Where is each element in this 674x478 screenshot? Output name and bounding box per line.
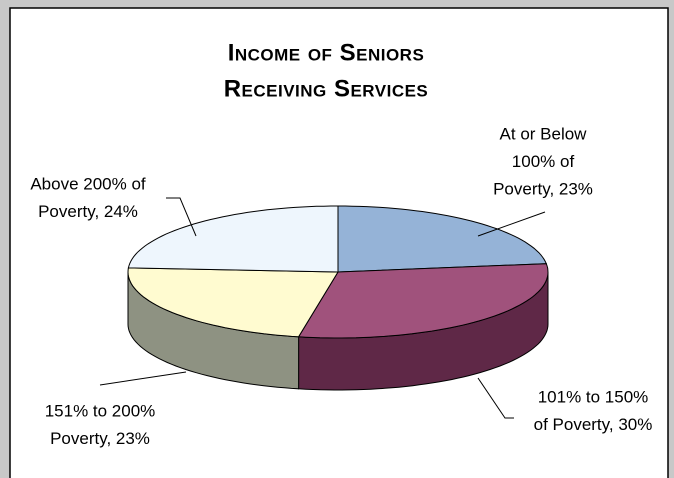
- data-label: of Poverty, 30%: [534, 415, 653, 434]
- pie-slice: [127, 267, 339, 338]
- data-label: 101% to 150%: [538, 387, 649, 406]
- leader-line: [99, 371, 187, 386]
- pie-slice: [297, 263, 549, 339]
- chart-title: Income of Seniors: [228, 39, 425, 66]
- data-label: At or Below: [500, 124, 588, 143]
- data-label: Poverty, 23%: [50, 429, 150, 448]
- data-label: 151% to 200%: [45, 401, 156, 420]
- data-label: Above 200% of: [30, 174, 146, 193]
- leader-line: [477, 211, 546, 237]
- pie-slice: [337, 205, 548, 273]
- leader-line: [166, 197, 197, 237]
- pie-slice: [127, 205, 339, 273]
- data-label: Poverty, 23%: [493, 179, 593, 198]
- chart-title: Receiving Services: [224, 75, 429, 102]
- data-label: 100% of: [512, 152, 575, 171]
- data-label: Poverty, 24%: [38, 202, 138, 221]
- leader-line: [477, 377, 514, 419]
